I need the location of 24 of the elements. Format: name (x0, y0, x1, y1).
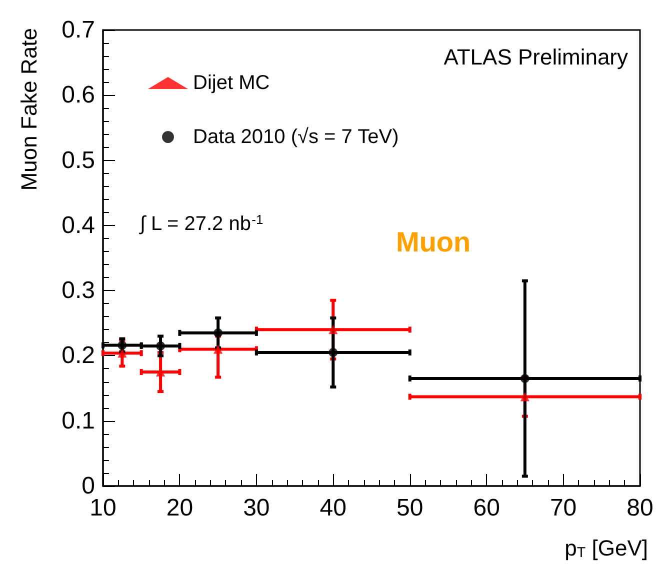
point (156, 341, 166, 350)
point (328, 325, 338, 334)
y-tick-label: 0.7 (62, 16, 95, 44)
y-tick-label: 0.1 (62, 407, 95, 434)
y-tick-label: 0.6 (62, 82, 95, 109)
y-axis-title: Muon Fake Rate (16, 28, 42, 191)
annotation: Muon (396, 226, 471, 258)
x-tick-label: 50 (396, 494, 424, 522)
point (328, 348, 338, 357)
x-tick-label: 20 (166, 494, 194, 522)
y-tick-label: 0.3 (62, 277, 95, 304)
legend-label: Data 2010 (√s = 7 TeV) (193, 126, 399, 148)
x-tick-label: 60 (473, 494, 500, 522)
legend-label: Dijet MC (193, 72, 270, 94)
x-axis-title: pT [GeV] (564, 536, 648, 561)
x-tick-label: 30 (243, 494, 270, 522)
y-tick-label: 0.4 (62, 212, 95, 239)
point (520, 392, 530, 402)
annotation: ATLAS Preliminary (444, 44, 628, 70)
y-tick-label: 0.2 (62, 342, 95, 370)
x-tick-label: 80 (626, 494, 654, 522)
x-tick-label: 70 (550, 494, 577, 522)
x-tick-label: 40 (320, 494, 346, 522)
y-tick-label: 0.5 (62, 146, 95, 174)
